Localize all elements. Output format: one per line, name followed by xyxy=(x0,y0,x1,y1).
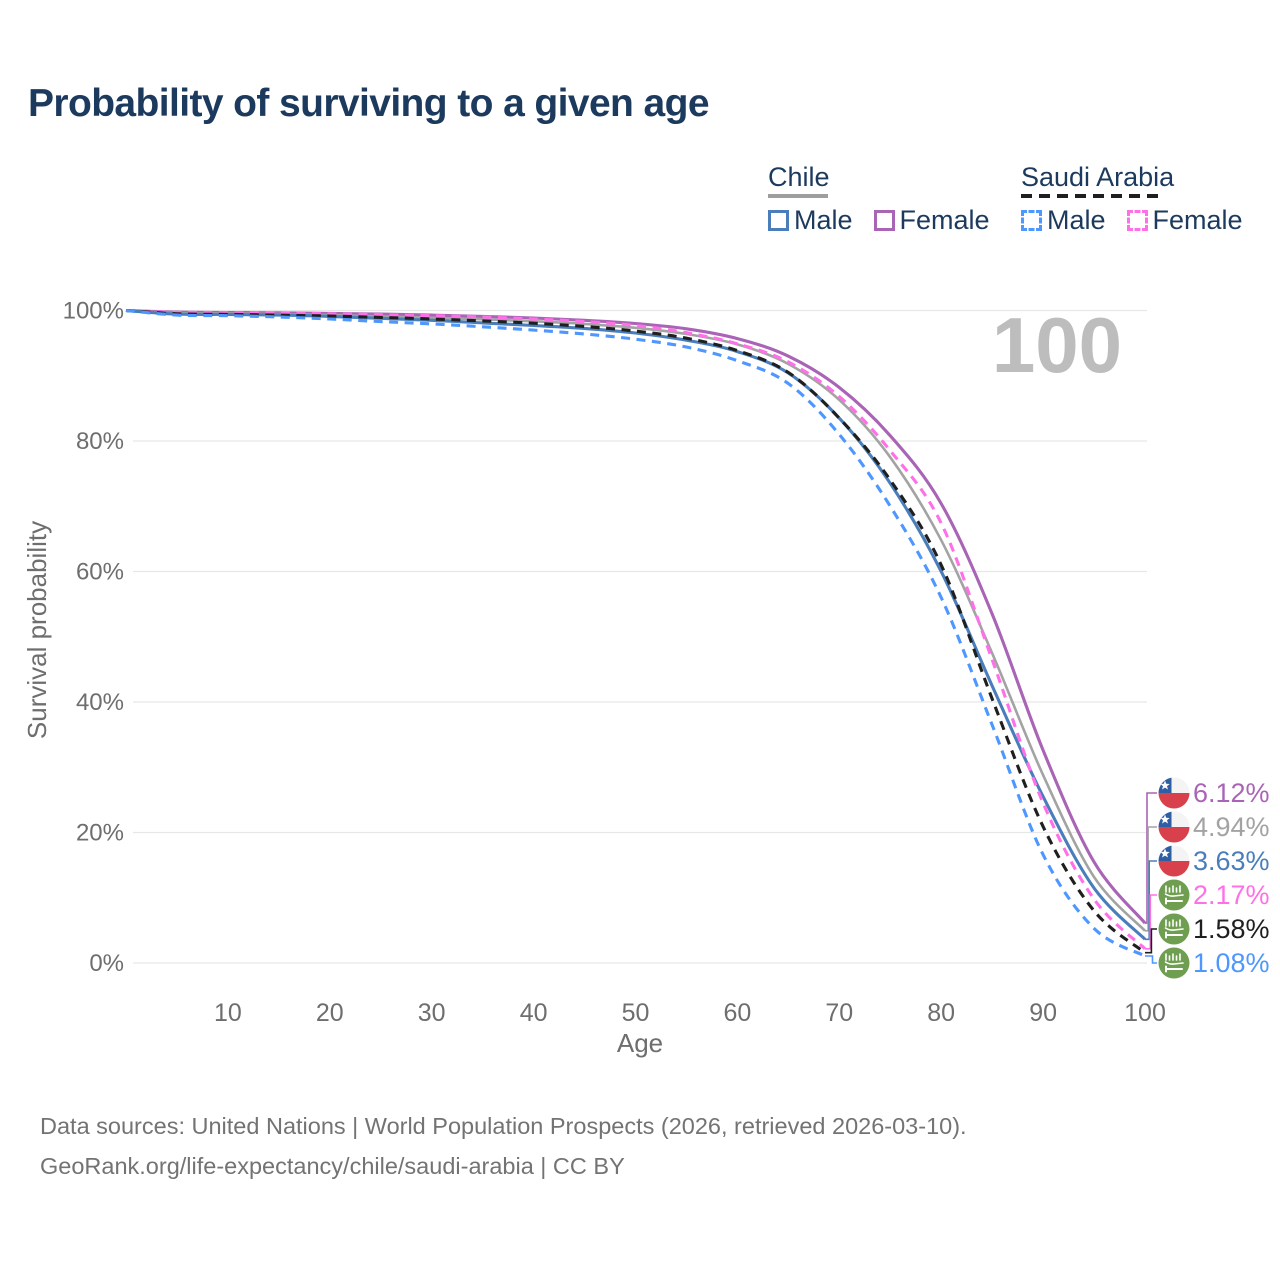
chile-female-swatch-icon xyxy=(873,210,895,231)
end-label-value-chile-female: 6.12% xyxy=(1193,778,1270,808)
legend-item-saudi-female[interactable]: Female xyxy=(1126,205,1243,236)
x-axis-title: Age xyxy=(617,1028,663,1058)
x-tick-label: 100 xyxy=(1124,999,1166,1027)
chile-flag-icon xyxy=(1158,811,1190,843)
x-tick-label: 20 xyxy=(316,999,344,1027)
legend-item-chile-female[interactable]: Female xyxy=(873,205,990,236)
legend-group-chile: Chile Male Female xyxy=(768,163,990,236)
end-label-saudi-male[interactable]: 1.08% xyxy=(1145,947,1270,979)
x-tick-label: 40 xyxy=(520,999,548,1027)
chile-line-style-rule xyxy=(768,194,828,198)
end-label-value-chile-male: 3.63% xyxy=(1193,846,1270,876)
series-line-chile-male[interactable] xyxy=(125,308,1147,941)
x-tick-label: 80 xyxy=(927,999,955,1027)
legend-group-saudi-arabia: Saudi Arabia Male Female xyxy=(1021,163,1243,236)
series-line-saudi-female[interactable] xyxy=(125,308,1147,950)
legend-label-chile-female: Female xyxy=(899,205,990,235)
y-tick-label: 0% xyxy=(89,950,124,977)
end-label-value-saudi-male: 1.08% xyxy=(1193,948,1270,978)
page-title: Probability of surviving to a given age xyxy=(28,82,710,125)
end-label-value-saudi-female: 2.17% xyxy=(1193,880,1270,910)
end-label-value-chile-both: 4.94% xyxy=(1193,812,1270,842)
saudi-female-swatch-icon xyxy=(1126,210,1148,231)
y-tick-label: 40% xyxy=(76,689,124,716)
y-tick-label: 60% xyxy=(76,559,124,586)
y-tick-label: 100% xyxy=(63,298,124,325)
y-tick-label: 80% xyxy=(76,428,124,455)
series-line-chile-both[interactable] xyxy=(125,309,1146,932)
end-label-chile-female[interactable]: 6.12% xyxy=(1145,777,1270,924)
legend-label-saudi-female: Female xyxy=(1152,205,1243,235)
chile-flag-icon xyxy=(1158,845,1190,877)
legend-item-saudi-male[interactable]: Male xyxy=(1021,205,1106,236)
end-label-chile-both[interactable]: 4.94% xyxy=(1145,811,1270,932)
x-tick-label: 70 xyxy=(825,999,853,1027)
legend-item-chile-male[interactable]: Male xyxy=(768,205,853,236)
saudi-line-style-rule xyxy=(1021,194,1164,198)
end-label-chile-male[interactable]: 3.63% xyxy=(1145,845,1270,941)
chile-flag-icon xyxy=(1158,777,1190,809)
x-tick-label: 90 xyxy=(1029,999,1057,1027)
legend-label-chile-male: Male xyxy=(794,205,853,235)
series-line-chile-female[interactable] xyxy=(125,308,1147,925)
series-line-saudi-male[interactable] xyxy=(125,308,1146,958)
end-label-value-saudi-both: 1.58% xyxy=(1193,914,1270,944)
saudi-arabia-flag-icon xyxy=(1158,879,1190,911)
footer: Data sources: United Nations | World Pop… xyxy=(40,1106,967,1186)
footer-data-sources: Data sources: United Nations | World Pop… xyxy=(40,1113,967,1139)
saudi-arabia-flag-icon xyxy=(1158,913,1190,945)
age-counter-watermark: 100 xyxy=(992,301,1122,389)
legend-saudi-title: Saudi Arabia xyxy=(1021,162,1175,192)
legend-chile-title: Chile xyxy=(768,162,830,192)
footer-url-license: GeoRank.org/life-expectancy/chile/saudi-… xyxy=(40,1153,625,1179)
x-tick-label: 10 xyxy=(214,999,242,1027)
legend-label-saudi-male: Male xyxy=(1047,205,1106,235)
series-line-saudi-both[interactable] xyxy=(125,308,1146,954)
chile-male-swatch-icon xyxy=(768,210,789,231)
x-tick-label: 50 xyxy=(622,999,650,1027)
end-label-saudi-female[interactable]: 2.17% xyxy=(1145,879,1270,950)
saudi-male-swatch-icon xyxy=(1021,210,1042,231)
end-label-saudi-both[interactable]: 1.58% xyxy=(1145,913,1270,954)
y-axis-title: Survival probability xyxy=(22,521,52,739)
x-tick-label: 60 xyxy=(723,999,751,1027)
saudi-arabia-flag-icon xyxy=(1158,947,1190,979)
x-tick-label: 30 xyxy=(418,999,446,1027)
y-tick-label: 20% xyxy=(76,820,124,847)
